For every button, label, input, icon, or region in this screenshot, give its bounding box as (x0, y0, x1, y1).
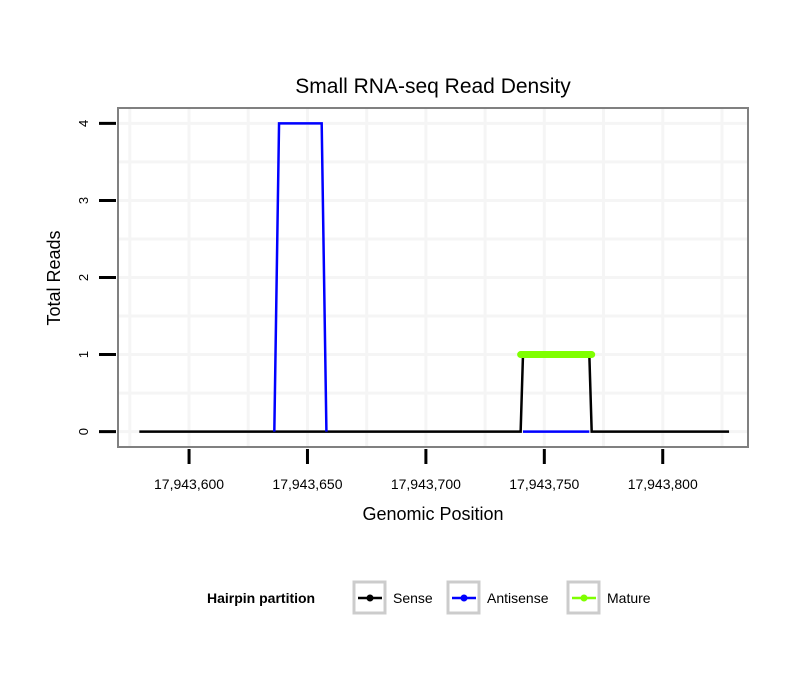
x-tick-label: 17,943,600 (154, 476, 224, 492)
x-tick-label: 17,943,750 (509, 476, 579, 492)
legend-label: Sense (393, 590, 433, 606)
x-axis: 17,943,600 17,943,650 17,943,700 17,943,750… (154, 449, 698, 492)
y-tick-label: 3 (76, 197, 91, 204)
y-tick-label: 2 (76, 274, 91, 281)
series-line-antisense (273, 122, 328, 432)
grid (118, 108, 748, 447)
legend-label: Mature (607, 590, 651, 606)
x-axis-label: Genomic Position (362, 504, 503, 524)
y-tick-label: 0 (76, 428, 91, 435)
y-axis-label: Total Reads (44, 230, 64, 325)
legend-key-point (366, 594, 374, 602)
x-tick-label: 17,943,700 (391, 476, 461, 492)
legend: Hairpin partition Sense Antisense Mature (207, 580, 651, 615)
y-axis: 0 1 2 3 4 (76, 120, 116, 435)
chart-title: Small RNA-seq Read Density (295, 75, 571, 98)
legend-key-point (580, 594, 588, 602)
legend-title: Hairpin partition (207, 590, 315, 606)
legend-key-point (460, 594, 468, 602)
legend-item-antisense: Antisense (446, 580, 549, 615)
x-tick-label: 17,943,650 (272, 476, 342, 492)
legend-item-mature: Mature (566, 580, 651, 615)
y-tick-label: 1 (76, 351, 91, 358)
plot-border (117, 107, 749, 448)
legend-label: Antisense (487, 590, 549, 606)
x-tick-label: 17,943,800 (628, 476, 698, 492)
series-lines (139, 122, 730, 433)
legend-item-sense: Sense (352, 580, 433, 615)
y-tick-label: 4 (76, 120, 91, 127)
